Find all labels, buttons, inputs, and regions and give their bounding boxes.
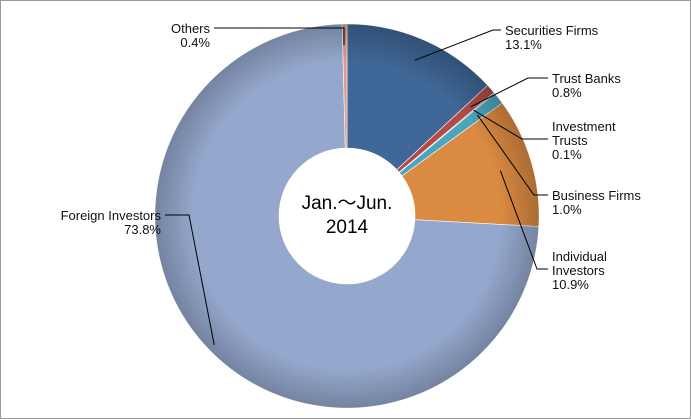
- leader-line-individual-investors: [499, 170, 548, 270]
- label-pct-trust-banks: 0.8%: [552, 85, 582, 100]
- leader-line-investment-trusts: [473, 109, 548, 140]
- label-name-trust-banks: Trust Banks: [552, 71, 621, 86]
- leader-line-others: [214, 27, 345, 45]
- label-pct-individual-investors: 10.9%: [552, 277, 589, 292]
- label-name-investment-trusts: Investment: [552, 119, 616, 134]
- label-pct-business-firms: 1.0%: [552, 202, 582, 217]
- label-name-securities-firms: Securities Firms: [505, 23, 599, 38]
- center-text-line-1: Jan.～Jun.: [302, 193, 393, 214]
- label-name-foreign-investors: Foreign Investors: [61, 208, 162, 223]
- leader-line-securities-firms: [414, 29, 501, 61]
- center-text-line-2: 2014: [326, 217, 369, 238]
- label-name-individual-investors: Investors: [552, 263, 605, 278]
- label-name-business-firms: Business Firms: [552, 188, 641, 203]
- label-pct-securities-firms: 13.1%: [505, 37, 542, 52]
- leader-lines: [165, 27, 548, 345]
- label-pct-foreign-investors: 73.8%: [124, 222, 161, 237]
- label-pct-others: 0.4%: [180, 35, 210, 50]
- label-name-others: Others: [171, 21, 211, 36]
- label-name-individual-investors: Individual: [552, 249, 607, 264]
- label-name-investment-trusts: Trusts: [552, 133, 588, 148]
- leader-line-business-firms: [476, 114, 548, 196]
- leader-line-foreign-investors: [165, 214, 215, 345]
- leader-line-trust-banks: [470, 77, 548, 108]
- label-pct-investment-trusts: 0.1%: [552, 147, 582, 162]
- donut-hole: [279, 148, 415, 284]
